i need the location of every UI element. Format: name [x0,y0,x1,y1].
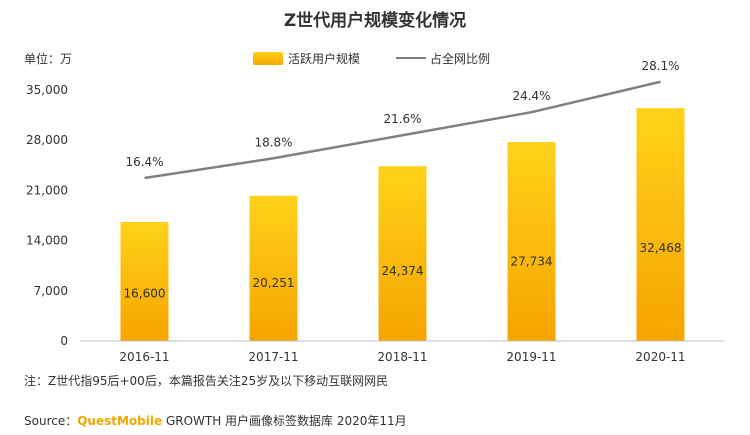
x-tick-label: 2020-11 [635,350,685,364]
source-prefix: Source： [24,414,78,428]
y-tick-label: 28,000 [26,133,68,147]
source-line: Source：QuestMobile GROWTH 用户画像标签数据库 2020… [24,412,407,429]
share-label: 16.4% [125,155,163,169]
chart-title: Z世代用户规模变化情况 [284,10,466,31]
y-tick-label: 14,000 [26,234,68,248]
chart: Z世代用户规模变化情况 单位：万 活跃用户规模 占全网比例 0 7,000 14,0… [24,10,725,364]
y-tick-label: 0 [60,334,68,348]
bar [249,195,298,341]
bar [378,166,427,341]
x-tick-label: 2017-11 [248,350,298,364]
share-label: 18.8% [254,135,292,149]
share-line-path [144,80,661,180]
legend-line-label: 占全网比例 [430,51,490,66]
bar-value-label: 32,468 [640,241,682,255]
footnote: 注：Z世代指95后+00后，本篇报告关注25岁及以下移动互联网网民 [24,374,389,388]
y-axis: 0 7,000 14,000 21,000 28,000 35,000 [26,83,68,348]
source-brand: QuestMobile [77,414,163,428]
legend: 活跃用户规模 占全网比例 [253,51,490,66]
share-label: 24.4% [512,89,550,103]
bar-value-label: 27,734 [511,254,553,268]
y-tick-label: 21,000 [26,183,68,197]
x-tick-label: 2018-11 [377,350,427,364]
y-tick-label: 35,000 [26,83,68,97]
legend-bar-label: 活跃用户规模 [288,51,360,66]
x-axis: 2016-11 2017-11 2018-11 2019-11 2020-11 [119,350,685,364]
bar [120,221,169,341]
bar-value-label: 24,374 [382,264,424,278]
bar-value-label: 20,251 [253,276,295,290]
x-tick-label: 2016-11 [119,350,169,364]
bar [507,142,556,341]
bars: 16,600 20,251 24,374 27,734 32,468 [120,108,685,342]
share-label: 28.1% [641,59,679,73]
bar-value-label: 16,600 [124,286,166,300]
y-tick-label: 7,000 [34,284,68,298]
legend-bar-swatch [253,52,283,65]
unit-label: 单位：万 [24,51,72,66]
source-rest: GROWTH 用户画像标签数据库 2020年11月 [162,414,407,428]
share-line: 16.4% 18.8% 21.6% 24.4% 28.1% [125,59,680,180]
bar [636,108,685,342]
x-tick-label: 2019-11 [506,350,556,364]
share-label: 21.6% [383,112,421,126]
